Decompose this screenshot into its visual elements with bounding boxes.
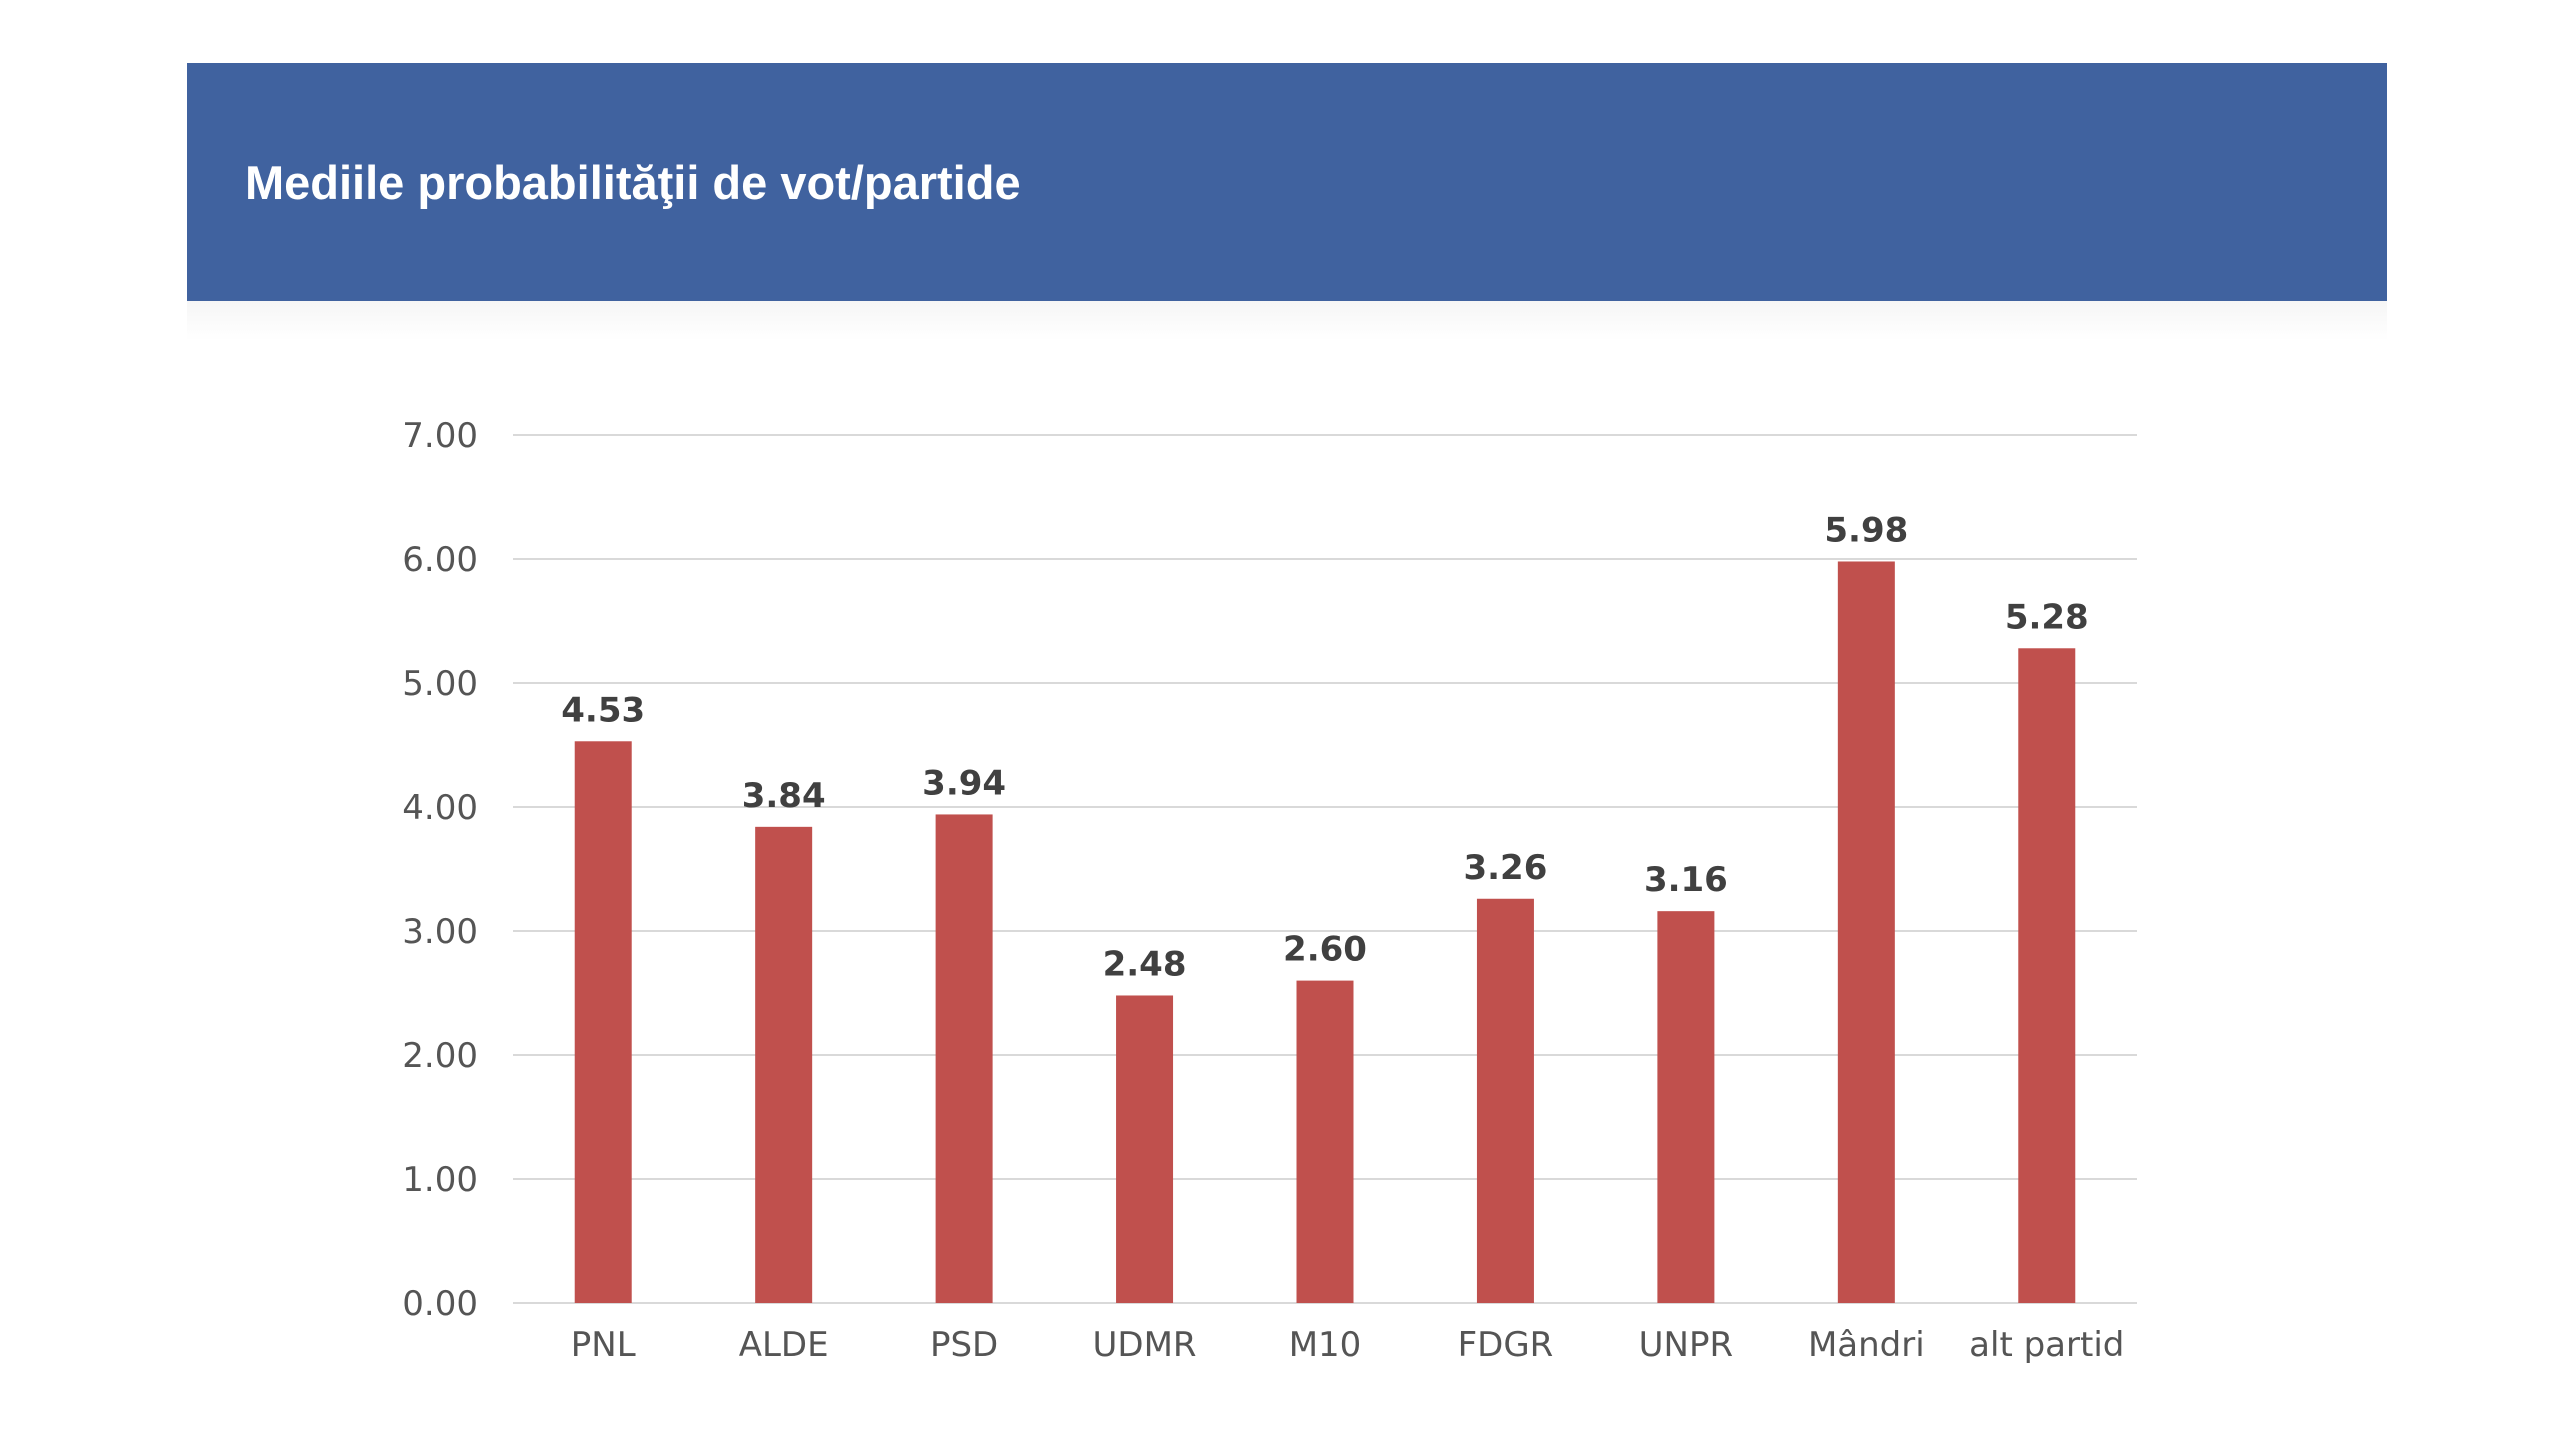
x-category-label: M10 bbox=[1289, 1325, 1362, 1365]
data-label: 2.48 bbox=[1103, 944, 1187, 984]
page-title: Mediile probabilităţii de vot/partide bbox=[245, 156, 1021, 209]
y-tick-label: 1.00 bbox=[402, 1160, 478, 1200]
bars bbox=[574, 561, 2076, 1303]
data-label: 5.98 bbox=[1824, 510, 1908, 550]
y-tick-label: 2.00 bbox=[402, 1036, 478, 1076]
x-category-label: UNPR bbox=[1639, 1325, 1733, 1365]
x-category-label: ALDE bbox=[739, 1325, 829, 1365]
x-category-label: alt partid bbox=[1969, 1325, 2124, 1365]
data-label: 3.94 bbox=[922, 763, 1006, 803]
x-category-label: Mândri bbox=[1808, 1325, 1925, 1365]
y-tick-label: 3.00 bbox=[402, 912, 478, 952]
y-tick-label: 4.00 bbox=[402, 788, 478, 828]
data-label: 2.60 bbox=[1283, 930, 1367, 970]
bar-alt-partid bbox=[2018, 648, 2076, 1303]
x-category-label: PNL bbox=[571, 1325, 636, 1365]
bar-psd bbox=[935, 814, 993, 1303]
y-tick-label: 6.00 bbox=[402, 540, 478, 580]
y-axis-tick-labels: 0.00 1.00 2.00 3.00 4.00 5.00 6.00 7.00 bbox=[402, 416, 478, 1324]
x-axis-category-labels: PNL ALDE PSD UDMR M10 FDGR UNPR Mândri alt parti… bbox=[571, 1325, 2125, 1365]
x-category-label: FDGR bbox=[1458, 1325, 1554, 1365]
bar-alde bbox=[755, 826, 813, 1303]
x-category-label: UDMR bbox=[1093, 1325, 1197, 1365]
data-labels: 4.53 3.84 3.94 2.48 2.60 3.26 3.16 5.98 5.28 bbox=[561, 510, 2088, 984]
header-band: Mediile probabilităţii de vot/partide bbox=[187, 63, 2387, 301]
y-tick-label: 0.00 bbox=[402, 1284, 478, 1324]
data-label: 4.53 bbox=[561, 690, 645, 730]
bar-fdgr bbox=[1476, 898, 1534, 1303]
y-tick-label: 5.00 bbox=[402, 664, 478, 704]
data-label: 3.16 bbox=[1644, 860, 1728, 900]
data-label: 3.84 bbox=[742, 776, 826, 816]
header-shadow bbox=[187, 301, 2387, 341]
bar-unpr bbox=[1657, 911, 1715, 1303]
x-category-label: PSD bbox=[930, 1325, 998, 1365]
data-label: 3.26 bbox=[1463, 848, 1547, 888]
bar-m10 bbox=[1296, 980, 1354, 1303]
bar-pnl bbox=[574, 741, 632, 1303]
bar-mândri bbox=[1837, 561, 1895, 1303]
bar-udmr bbox=[1116, 995, 1174, 1303]
data-label: 5.28 bbox=[2005, 597, 2089, 637]
y-tick-label: 7.00 bbox=[402, 416, 478, 456]
